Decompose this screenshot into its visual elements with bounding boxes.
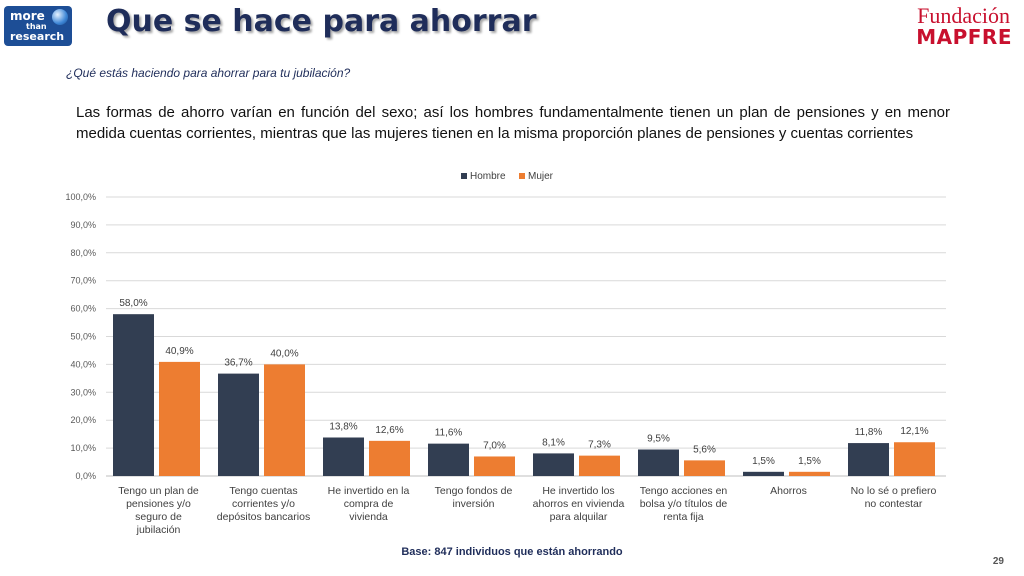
bar-mujer xyxy=(474,456,515,476)
bar-hombre xyxy=(323,437,364,476)
y-tick-label: 80,0% xyxy=(70,248,96,258)
bar-mujer xyxy=(579,455,620,476)
legend-label: Hombre xyxy=(470,171,506,182)
x-tick-label: inversión xyxy=(452,498,494,510)
x-tick-label: renta fija xyxy=(663,511,703,523)
data-label: 58,0% xyxy=(119,298,147,309)
bar-mujer xyxy=(789,471,830,476)
x-tick-label: Ahorros xyxy=(770,485,807,497)
bar-hombre xyxy=(638,449,679,476)
y-tick-label: 90,0% xyxy=(70,220,96,230)
logo-text-than: than xyxy=(26,22,47,31)
data-label: 1,5% xyxy=(752,456,775,467)
page-number: 29 xyxy=(992,556,1004,567)
bar-hombre xyxy=(848,443,889,476)
data-label: 40,0% xyxy=(270,348,298,359)
y-tick-label: 60,0% xyxy=(70,304,96,314)
data-label: 9,5% xyxy=(647,433,670,444)
summary-text: Las formas de ahorro varían en función d… xyxy=(76,104,950,142)
x-tick-label: no contestar xyxy=(865,498,923,510)
data-label: 7,0% xyxy=(483,440,506,451)
legend-swatch xyxy=(519,173,525,179)
bar-mujer xyxy=(894,442,935,476)
bar-mujer xyxy=(264,364,305,476)
x-tick-label: No lo sé o prefiero xyxy=(851,485,937,497)
x-tick-label: ahorros en vivienda xyxy=(533,498,625,510)
data-label: 12,6% xyxy=(375,425,403,436)
x-tick-label: Tengo acciones en xyxy=(640,485,728,497)
data-label: 1,5% xyxy=(798,456,821,467)
x-tick-label: He invertido los xyxy=(542,485,614,497)
data-label: 7,3% xyxy=(588,440,611,451)
data-label: 12,1% xyxy=(900,426,928,437)
x-tick-label: Tengo un plan de xyxy=(118,485,199,497)
x-tick-label: compra de xyxy=(344,498,394,510)
bar-hombre xyxy=(533,453,574,476)
bar-mujer xyxy=(369,440,410,476)
data-label: 5,6% xyxy=(693,444,716,455)
brand-name-fundacion: Fundación xyxy=(917,3,1010,28)
data-label: 8,1% xyxy=(542,437,565,448)
data-label: 13,8% xyxy=(329,421,357,432)
brand-name-mapfre: MAPFRE xyxy=(916,25,1012,49)
bar-mujer xyxy=(159,361,200,476)
data-label: 40,9% xyxy=(165,346,193,357)
y-tick-label: 70,0% xyxy=(70,276,96,286)
legend-swatch xyxy=(461,173,467,179)
y-tick-label: 0,0% xyxy=(75,471,96,481)
x-tick-label: He invertido en la xyxy=(328,485,410,497)
bar-hombre xyxy=(743,471,784,476)
data-label: 36,7% xyxy=(224,358,252,369)
x-tick-label: jubilación xyxy=(136,524,181,536)
x-tick-label: depósitos bancarios xyxy=(217,511,310,523)
logo-text-more: more xyxy=(10,9,45,23)
legend-label: Mujer xyxy=(528,171,554,182)
page-title: Que se hace para ahorrar xyxy=(106,4,537,39)
bar-hombre xyxy=(218,373,259,476)
globe-icon xyxy=(52,9,68,25)
x-tick-label: Tengo fondos de xyxy=(435,485,513,497)
x-tick-label: para alquilar xyxy=(550,511,608,523)
x-tick-label: bolsa y/o títulos de xyxy=(640,498,728,510)
x-tick-label: seguro de xyxy=(135,511,182,523)
bar-hombre xyxy=(113,314,154,476)
x-tick-label: Tengo cuentas xyxy=(229,485,297,497)
x-tick-label: corrientes y/o xyxy=(232,498,295,510)
bar-hombre xyxy=(428,443,469,476)
y-tick-label: 20,0% xyxy=(70,415,96,425)
y-tick-label: 100,0% xyxy=(65,192,96,202)
y-tick-label: 40,0% xyxy=(70,359,96,369)
data-label: 11,8% xyxy=(855,427,883,438)
survey-question: ¿Qué estás haciendo para ahorrar para tu… xyxy=(66,66,351,80)
logo-text-research: research xyxy=(10,30,65,43)
more-than-research-logo: more than research xyxy=(4,6,72,46)
x-tick-label: vivienda xyxy=(349,511,388,523)
bar-mujer xyxy=(684,460,725,476)
data-label: 11,6% xyxy=(435,428,463,439)
x-tick-label: pensiones y/o xyxy=(126,498,191,510)
base-note: Base: 847 individuos que están ahorrando xyxy=(401,546,623,558)
y-tick-label: 50,0% xyxy=(70,332,96,342)
y-tick-label: 10,0% xyxy=(70,443,96,453)
y-tick-label: 30,0% xyxy=(70,387,96,397)
